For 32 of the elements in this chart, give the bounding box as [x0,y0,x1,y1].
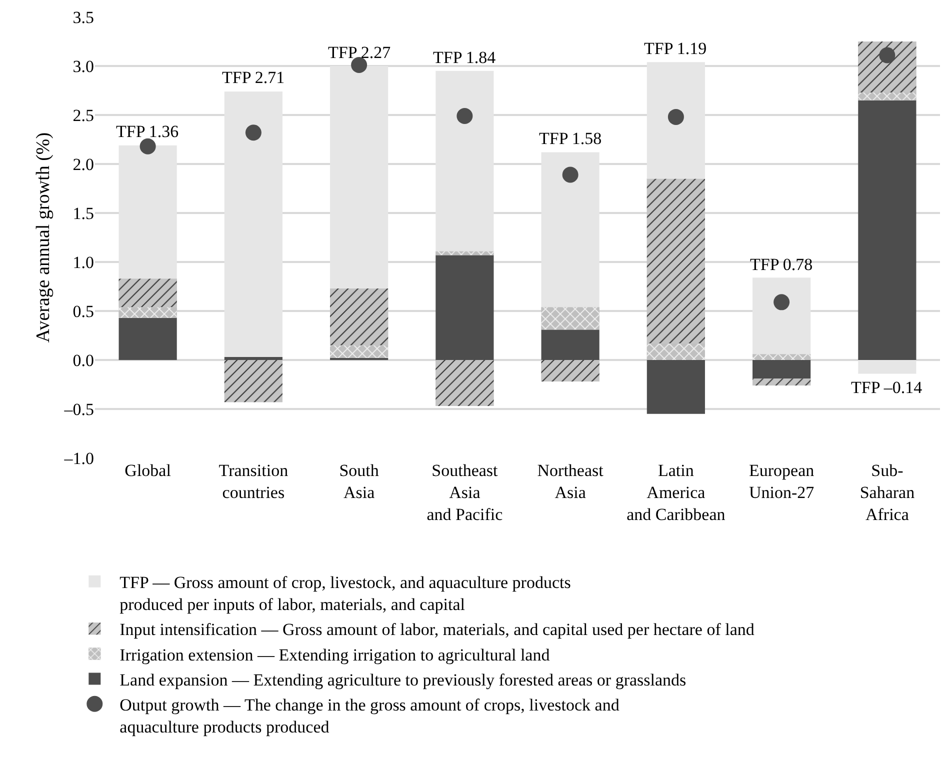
x-tick-label: Global [124,461,172,480]
y-tick-label: 3.5 [72,8,94,27]
y-tick-label: 0.5 [72,302,94,321]
y-tick-label: –0.5 [63,400,94,419]
legend-label: Land expansion — Extending agriculture to previously forested areas or grasslands [120,670,686,690]
data-label: TFP 1.36 [116,122,179,141]
y-tick-label: 1.0 [72,252,94,272]
x-tick-label: Latin America and Caribbean [626,461,726,524]
data-label: TFP –0.14 [851,378,923,397]
y-tick-label: 0.0 [72,350,94,370]
legend-label: Input intensification — Gross amount of labor, materials, and capital used per hectare of land [120,620,755,640]
x-tick-label: Southeast Asia and Pacific [426,461,504,524]
data-label: TFP 0.78 [750,255,813,274]
legend-label: Irrigation extension — Extending irrigation to agricultural land [120,645,550,664]
legend-label: Output growth — The change in the gross amount of crops, livestock and aquaculture products produced [120,696,620,737]
data-label: TFP 2.71 [222,68,285,87]
y-tick-label: 3.0 [72,56,94,76]
data-label: TFP 1.19 [644,39,707,58]
data-label: TFP 1.84 [433,48,496,67]
data-label: TFP 1.58 [539,129,602,148]
x-tick-label: Sub- Saharan Africa [860,461,916,524]
x-tick-label: Northeast Asia [537,461,604,502]
y-tick-label: 2.0 [72,154,94,174]
data-label: TFP 2.27 [328,43,392,62]
y-tick-label: 2.5 [72,106,94,125]
y-tick-label: 1.5 [72,204,94,223]
legend-label: TFP — Gross amount of crop, livestock, and aquaculture products produced per inputs of labor, materials, and capital [120,573,571,614]
x-tick-label: European Union-27 [748,461,815,502]
y-tick-label: –1.0 [63,448,94,468]
x-tick-label: South Asia [339,461,380,502]
x-tick-label: Transition countries [218,461,289,502]
y-axis-title: Average annual growth (%) [33,132,54,343]
